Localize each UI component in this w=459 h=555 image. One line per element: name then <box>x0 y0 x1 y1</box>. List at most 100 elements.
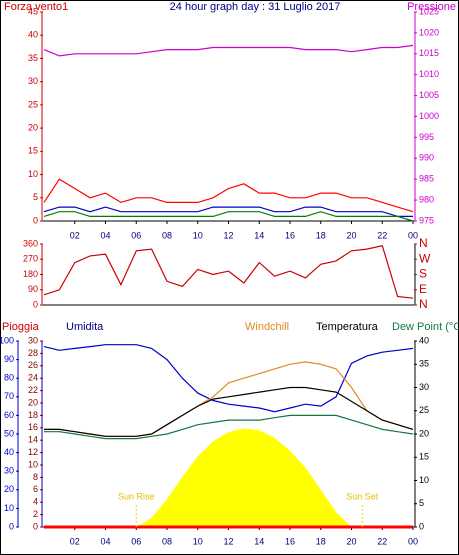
y-tick-label: 90 <box>4 354 14 364</box>
x-tick-label: 10 <box>193 230 203 240</box>
y-tick-label: 0 <box>419 521 424 531</box>
pressure-label: Pressione <box>407 1 456 13</box>
y-tick-label: 270 <box>23 254 38 264</box>
y-tick-label: 40 <box>4 447 14 457</box>
y-tick-label: 10 <box>28 169 38 179</box>
y-tick-label: 10 <box>419 475 429 485</box>
line <box>44 414 414 440</box>
legend-label: Temperatura <box>316 321 379 333</box>
x-tick-label: 12 <box>223 536 233 546</box>
y-tick-label: 22 <box>28 385 38 395</box>
y-tick-label: N <box>419 297 428 311</box>
y-tick-label: 990 <box>419 153 434 163</box>
y-tick-label: 180 <box>23 269 38 279</box>
chart-title: 24 hour graph day : 31 Luglio 2017 <box>170 1 341 13</box>
line <box>43 344 414 413</box>
x-tick-label: 06 <box>131 230 141 240</box>
x-tick-label: 20 <box>346 536 356 546</box>
y-tick-label: S <box>419 267 427 281</box>
y-tick-label: 26 <box>28 360 38 370</box>
y-tick-label: 0 <box>33 299 38 309</box>
line <box>43 206 413 217</box>
y-tick-label: W <box>419 251 431 265</box>
annotation: Sun Set <box>346 491 379 501</box>
y-tick-label: 5 <box>33 192 38 202</box>
y-tick-label: 1010 <box>419 69 439 79</box>
y-tick-label: 1000 <box>419 111 439 121</box>
x-tick-label: 00 <box>408 536 418 546</box>
x-tick-label: 08 <box>162 230 172 240</box>
y-tick-label: N <box>419 236 428 250</box>
y-tick-label: 15 <box>419 452 429 462</box>
x-tick-label: 22 <box>377 230 387 240</box>
x-tick-label: 08 <box>162 536 172 546</box>
x-tick-label: 14 <box>254 536 264 546</box>
y-tick-label: 10 <box>28 459 38 469</box>
y-tick-label: 6 <box>33 484 38 494</box>
y-tick-label: 70 <box>4 391 14 401</box>
y-tick-label: 0 <box>33 521 38 531</box>
wind-label: Forza vento1 <box>4 1 68 13</box>
y-tick-label: 2 <box>33 509 38 519</box>
x-tick-label: 18 <box>316 230 326 240</box>
y-tick-label: 30 <box>419 382 429 392</box>
y-tick-label: 975 <box>419 215 434 225</box>
y-tick-label: 20 <box>419 428 429 438</box>
y-tick-label: 20 <box>28 397 38 407</box>
x-tick-label: 04 <box>100 230 110 240</box>
y-tick-label: 0 <box>9 521 14 531</box>
x-tick-label: 16 <box>285 536 295 546</box>
rain-label: Pioggia <box>2 321 40 333</box>
x-tick-label: 06 <box>131 536 141 546</box>
x-tick-label: 18 <box>316 536 326 546</box>
y-tick-label: 50 <box>4 428 14 438</box>
line <box>43 44 414 57</box>
y-tick-label: 80 <box>4 373 14 383</box>
y-tick-label: 40 <box>419 335 429 345</box>
y-tick-label: 90 <box>28 284 38 294</box>
y-tick-label: 5 <box>419 498 424 508</box>
legend-label: Windchill <box>245 321 289 333</box>
y-tick-label: 985 <box>419 174 434 184</box>
x-tick-label: 20 <box>346 230 356 240</box>
y-tick-label: 35 <box>419 359 429 369</box>
y-tick-label: 45 <box>28 6 38 16</box>
y-tick-label: 30 <box>28 76 38 86</box>
annotation: Sun Rise <box>118 491 155 501</box>
y-tick-label: 8 <box>33 472 38 482</box>
y-tick-label: 4 <box>33 497 38 507</box>
y-tick-label: 14 <box>28 435 38 445</box>
y-tick-label: 1005 <box>419 90 439 100</box>
y-tick-label: 360 <box>23 238 38 248</box>
y-tick-label: 25 <box>28 99 38 109</box>
humidity-label: Umidita <box>66 321 104 333</box>
y-tick-label: 40 <box>28 30 38 40</box>
x-tick-label: 12 <box>223 230 233 240</box>
y-tick-label: 30 <box>28 335 38 345</box>
y-tick-label: 980 <box>419 194 434 204</box>
y-tick-label: 10 <box>4 503 14 513</box>
line <box>43 211 414 222</box>
line <box>43 178 414 213</box>
area <box>44 428 413 527</box>
x-tick-label: 00 <box>408 230 418 240</box>
y-tick-label: 15 <box>28 146 38 156</box>
x-tick-label: 22 <box>377 536 387 546</box>
y-tick-label: 25 <box>419 405 429 415</box>
y-tick-label: 28 <box>28 348 38 358</box>
y-tick-label: 1020 <box>419 27 439 37</box>
x-tick-label: 04 <box>100 536 110 546</box>
x-tick-label: 02 <box>70 536 80 546</box>
y-tick-label: 35 <box>28 53 38 63</box>
y-tick-label: 100 <box>0 335 14 345</box>
x-tick-label: 02 <box>70 230 80 240</box>
line <box>43 244 414 299</box>
y-tick-label: 16 <box>28 422 38 432</box>
y-tick-label: 1015 <box>419 48 439 58</box>
y-tick-label: 24 <box>28 373 38 383</box>
y-tick-label: 20 <box>4 484 14 494</box>
legend-label: Dew Point (°C <box>392 321 459 333</box>
y-tick-label: 995 <box>419 132 434 142</box>
x-tick-label: 14 <box>254 230 264 240</box>
